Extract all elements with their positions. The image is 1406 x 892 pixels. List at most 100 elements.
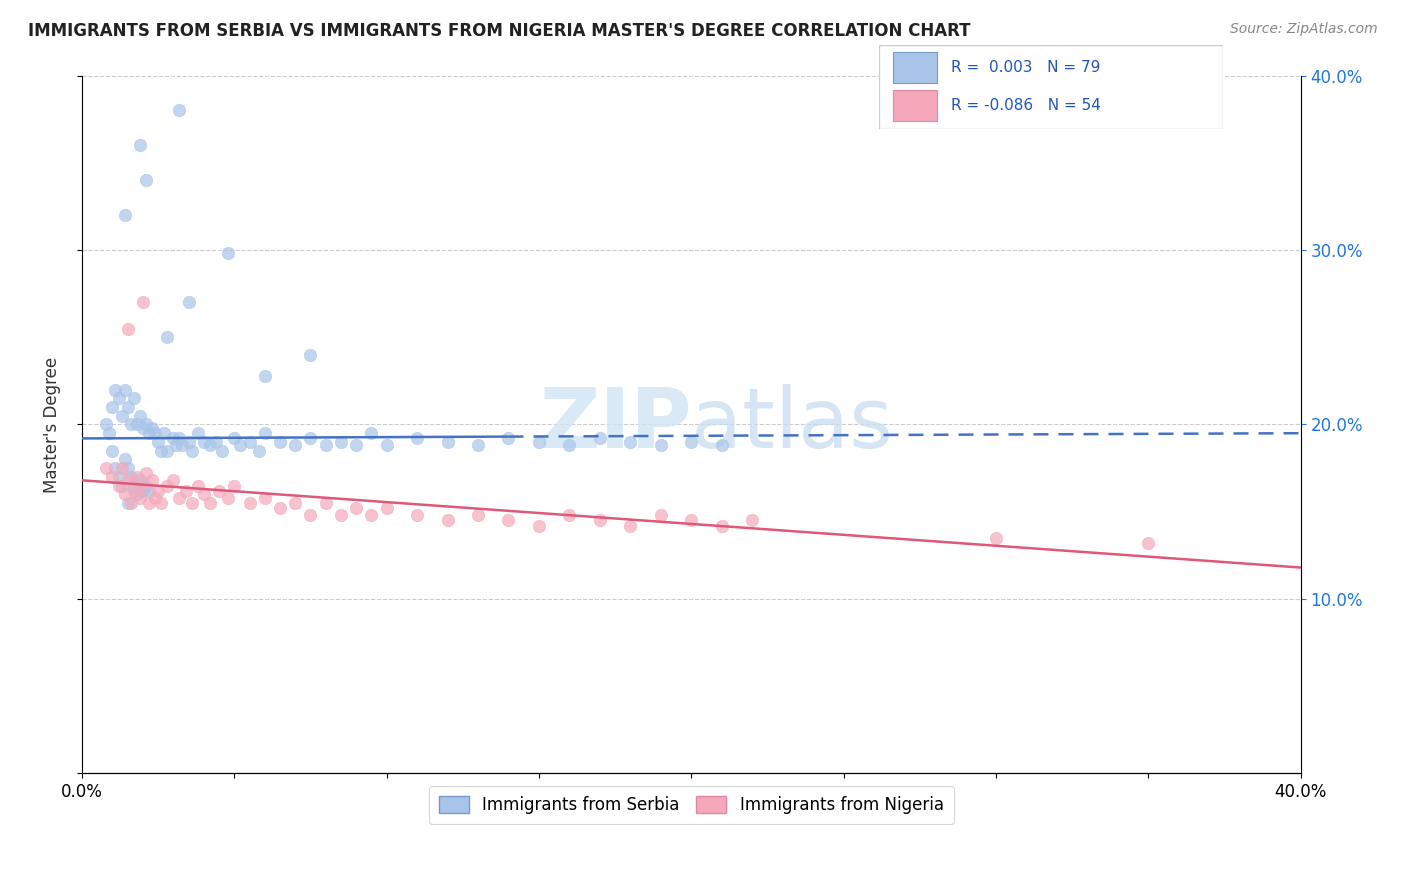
Point	[104, 383, 127, 397]
Point	[101, 400, 124, 414]
Point	[150, 496, 173, 510]
Point	[406, 508, 429, 523]
Text: atlas: atlas	[692, 384, 893, 465]
Point	[177, 295, 200, 310]
Point	[146, 483, 169, 498]
Point	[117, 321, 139, 335]
Point	[128, 138, 150, 153]
Point	[360, 426, 382, 441]
Point	[247, 443, 270, 458]
Point	[122, 478, 145, 492]
Point	[187, 478, 209, 492]
Point	[269, 434, 291, 449]
Point	[589, 513, 612, 527]
Point	[135, 478, 157, 492]
Text: IMMIGRANTS FROM SERBIA VS IMMIGRANTS FROM NIGERIA MASTER'S DEGREE CORRELATION CH: IMMIGRANTS FROM SERBIA VS IMMIGRANTS FRO…	[28, 22, 970, 40]
Point	[128, 409, 150, 423]
Point	[208, 483, 231, 498]
Point	[558, 438, 581, 452]
Point	[169, 432, 191, 446]
Point	[315, 496, 337, 510]
Point	[180, 496, 202, 510]
Point	[132, 295, 155, 310]
Point	[143, 491, 166, 505]
Point	[150, 443, 173, 458]
Point	[156, 330, 179, 344]
Point	[162, 432, 184, 446]
Point	[284, 496, 307, 510]
Point	[436, 513, 458, 527]
Point	[299, 348, 322, 362]
Point	[238, 496, 260, 510]
Point	[117, 473, 139, 487]
Point	[187, 426, 209, 441]
Point	[135, 467, 157, 481]
Y-axis label: Master's Degree: Master's Degree	[44, 357, 60, 492]
Point	[710, 518, 733, 533]
Point	[360, 508, 382, 523]
Point	[138, 426, 160, 441]
Point	[217, 491, 239, 505]
Point	[101, 470, 124, 484]
Point	[143, 426, 166, 441]
Point	[619, 518, 641, 533]
Point	[467, 438, 489, 452]
Point	[128, 491, 150, 505]
Point	[125, 470, 148, 484]
Point	[269, 501, 291, 516]
Point	[135, 417, 157, 432]
Point	[169, 103, 191, 118]
Point	[98, 426, 121, 441]
Point	[120, 417, 142, 432]
Point	[224, 432, 246, 446]
Point	[156, 478, 179, 492]
Point	[329, 434, 352, 449]
Point	[198, 496, 221, 510]
Point	[146, 434, 169, 449]
Point	[375, 438, 398, 452]
Point	[153, 426, 176, 441]
Text: ZIP: ZIP	[538, 384, 692, 465]
Point	[211, 443, 233, 458]
Point	[229, 438, 252, 452]
Point	[193, 434, 215, 449]
Point	[117, 400, 139, 414]
Point	[120, 470, 142, 484]
Point	[984, 531, 1007, 545]
Point	[198, 438, 221, 452]
Point	[284, 438, 307, 452]
Point	[589, 432, 612, 446]
Text: R = -0.086   N = 54: R = -0.086 N = 54	[950, 98, 1101, 113]
Point	[224, 478, 246, 492]
Point	[619, 434, 641, 449]
Point	[344, 438, 367, 452]
Point	[217, 246, 239, 260]
Point	[132, 478, 155, 492]
Point	[299, 508, 322, 523]
Point	[96, 461, 118, 475]
Point	[741, 513, 763, 527]
Point	[710, 438, 733, 452]
Point	[406, 432, 429, 446]
Legend: Immigrants from Serbia, Immigrants from Nigeria: Immigrants from Serbia, Immigrants from …	[429, 786, 953, 824]
Point	[238, 434, 260, 449]
Point	[138, 483, 160, 498]
Point	[114, 208, 136, 222]
Point	[165, 438, 187, 452]
Point	[162, 473, 184, 487]
Point	[125, 487, 148, 501]
Point	[125, 417, 148, 432]
Point	[650, 438, 672, 452]
Point	[110, 461, 132, 475]
Point	[498, 513, 520, 527]
Point	[253, 368, 276, 383]
Point	[110, 478, 132, 492]
Point	[132, 483, 155, 498]
Point	[117, 496, 139, 510]
Point	[527, 434, 550, 449]
Point	[96, 417, 118, 432]
Point	[110, 409, 132, 423]
Point	[681, 513, 703, 527]
Point	[205, 434, 228, 449]
Point	[107, 392, 129, 406]
